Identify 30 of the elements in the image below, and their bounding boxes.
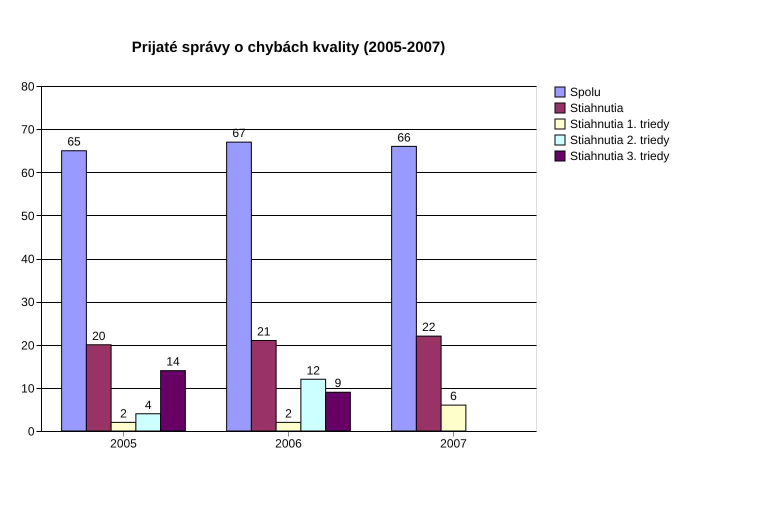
- y-tick-label: 20: [21, 338, 35, 352]
- y-tick-label: 70: [21, 122, 35, 137]
- legend-label: Stiahnutia: [570, 101, 624, 115]
- data-label: 6: [450, 389, 458, 404]
- y-tick-label: 10: [21, 381, 35, 396]
- y-tick-label: 40: [21, 252, 35, 266]
- data-label: 21: [257, 324, 271, 338]
- data-label: 65: [67, 134, 81, 149]
- y-tick-label: 0: [28, 424, 35, 438]
- data-label: 2: [120, 406, 128, 420]
- legend-label: Stiahnutia 3. triedy: [570, 149, 670, 163]
- data-label: 12: [306, 363, 320, 378]
- x-tick-label: 2005: [110, 436, 138, 450]
- data-label: 22: [422, 320, 436, 334]
- legend-label: Stiahnutia 2. triedy: [570, 133, 670, 147]
- data-label: 14: [166, 354, 180, 369]
- x-tick-label: 2007: [440, 436, 468, 450]
- data-label: 9: [334, 376, 342, 390]
- data-label: 20: [92, 328, 106, 343]
- y-tick-label: 60: [21, 166, 35, 180]
- legend-label: Stiahnutia 1. triedy: [570, 117, 670, 131]
- x-tick-label: 2006: [275, 436, 302, 450]
- data-label: 2: [285, 406, 292, 420]
- data-label: 4: [144, 398, 152, 412]
- y-tick-label: 80: [21, 80, 35, 94]
- legend-label: Spolu: [570, 85, 601, 99]
- data-label: 66: [397, 130, 411, 144]
- chart-title: Prijaté správy o chybách kvality (2005-2007): [132, 39, 446, 56]
- y-tick-label: 50: [21, 208, 35, 223]
- y-tick-label: 30: [21, 295, 35, 310]
